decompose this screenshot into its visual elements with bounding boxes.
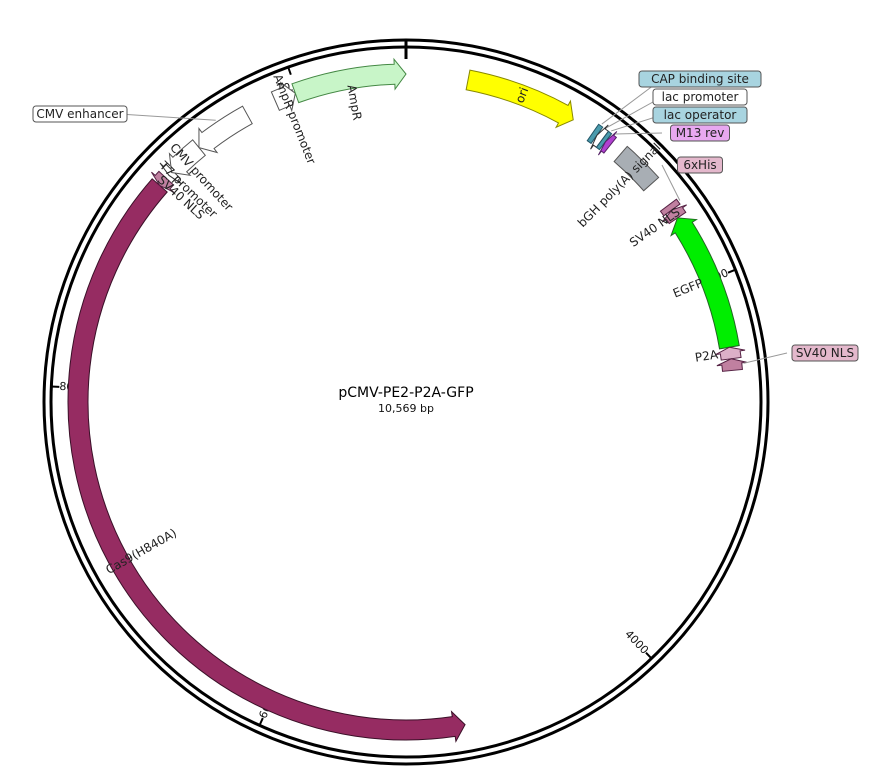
callout-box <box>677 156 723 174</box>
callout-leader <box>743 352 788 364</box>
p2a-label: P2A <box>694 347 720 364</box>
callout-leader <box>119 113 216 121</box>
tick-mark <box>645 651 653 660</box>
lac-promoter-label: lac promoter <box>662 90 739 104</box>
callout-box <box>638 70 762 88</box>
lac-operator-feature <box>595 130 613 151</box>
ori-feature <box>465 69 574 129</box>
callout-box <box>652 106 748 124</box>
m13-rev-label: M13 rev <box>676 126 725 140</box>
callout-box <box>670 124 730 142</box>
6xhis-label: 6xHis <box>683 158 716 172</box>
tick-mark <box>258 717 264 726</box>
lac-operator-label: lac operator <box>664 108 737 122</box>
bgh-poly-a-signal-feature <box>613 145 660 192</box>
callout-leader <box>661 164 681 201</box>
callout-box <box>652 88 748 106</box>
cap-binding-site-label: CAP binding site <box>651 72 749 86</box>
sv40-nls-label: SV40 NLS <box>796 346 854 360</box>
sv40-nls-feature <box>716 358 747 372</box>
callout-leader <box>615 132 663 135</box>
ampr-feature <box>291 57 407 104</box>
sv40-nls-feature <box>151 170 175 193</box>
tick-mark <box>287 66 292 75</box>
ampr-label: AmpR <box>344 84 364 122</box>
6xhis-feature <box>659 198 681 217</box>
ampr-promoter-feature <box>270 81 296 113</box>
plasmid-length: 10,569 bp <box>378 402 434 415</box>
feature-arrows <box>67 57 747 743</box>
egfp-label: EGFP <box>671 276 705 301</box>
ori-label: ori <box>513 85 532 105</box>
m13-rev-feature <box>597 131 618 156</box>
cmv-enhancer-feature <box>198 105 253 154</box>
cmv-enhancer-label: CMV enhancer <box>36 107 123 121</box>
cap-binding-site-feature <box>586 123 604 145</box>
callout-box <box>32 105 128 123</box>
cas9-h840a-feature <box>67 178 466 743</box>
tick-mark <box>727 268 736 274</box>
plasmid-name: pCMV-PE2-P2A-GFP <box>338 385 473 401</box>
callout-box <box>791 344 859 362</box>
